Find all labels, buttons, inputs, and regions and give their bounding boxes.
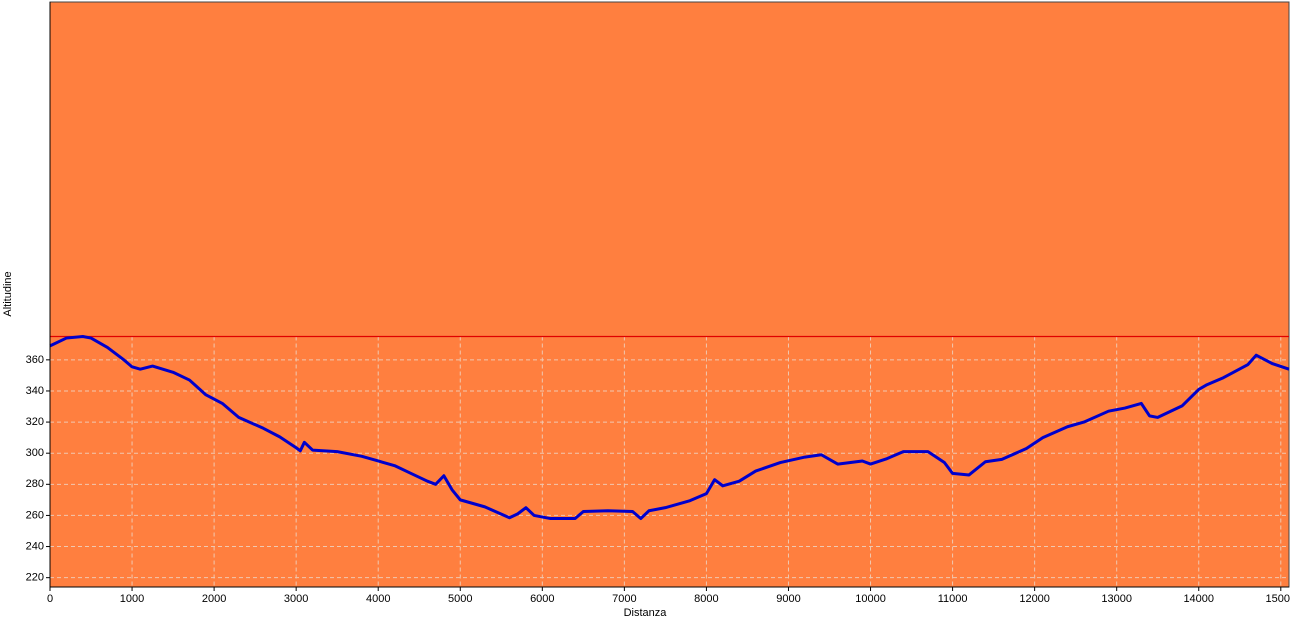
y-tick-label: 300: [26, 447, 44, 459]
x-tick-label: 8000: [694, 593, 718, 605]
x-tick-label: 5000: [448, 593, 472, 605]
x-tick-label: 7000: [612, 593, 636, 605]
y-axis-label: Altitudine: [2, 271, 14, 316]
x-tick-label: 12000: [1019, 593, 1050, 605]
x-tick-label: 6000: [530, 593, 554, 605]
x-tick-label: 4000: [366, 593, 390, 605]
x-axis-label: Distanza: [624, 607, 668, 619]
elevation-line: [49, 335, 1290, 521]
y-tick-label: 320: [26, 416, 44, 428]
y-tick-label: 220: [26, 572, 44, 584]
y-tick-label: 260: [26, 509, 44, 521]
y-tick-label: 280: [26, 478, 44, 490]
x-tick-label: 9000: [776, 593, 800, 605]
plot-area: [49, 1, 1290, 588]
x-tick-label: 1000: [120, 593, 144, 605]
x-tick-label: 11000: [938, 593, 968, 605]
x-tick-label: 14000: [1183, 593, 1214, 605]
x-tick-label: 0: [47, 593, 53, 605]
y-tick-label: 360: [26, 354, 44, 366]
x-tick-label: 3000: [284, 593, 308, 605]
y-tick-label: 240: [26, 540, 44, 552]
y-tick-label: 340: [26, 385, 44, 397]
x-tick-label: 13000: [1101, 593, 1132, 605]
x-tick-label: 2000: [202, 593, 226, 605]
x-tick-label: 10000: [855, 593, 886, 605]
x-tick-label: 15000: [1265, 593, 1290, 605]
